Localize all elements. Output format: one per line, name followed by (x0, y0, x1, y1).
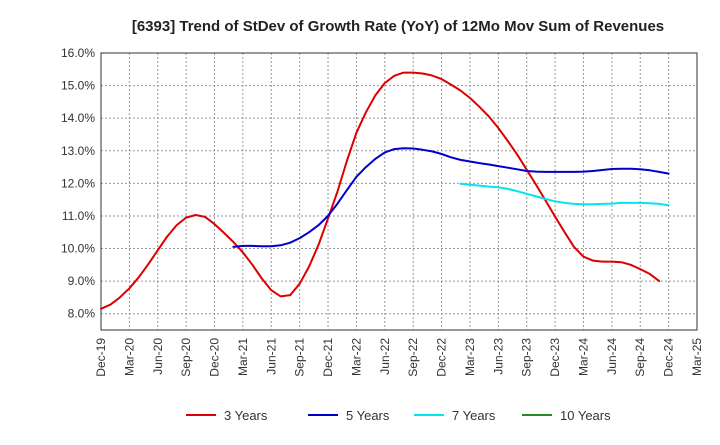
x-tick-label: Jun-24 (605, 338, 619, 375)
x-tick-label: Mar-24 (576, 338, 590, 376)
x-tick-label: Dec-20 (208, 338, 222, 377)
x-tick-label: Sep-20 (179, 338, 193, 377)
x-tick-label: Jun-21 (264, 338, 278, 375)
x-tick-label: Mar-25 (690, 338, 704, 376)
legend-label-5-years: 5 Years (346, 408, 390, 423)
y-tick-label: 16.0% (61, 46, 95, 60)
y-tick-label: 11.0% (62, 209, 95, 223)
x-tick-label: Mar-20 (122, 338, 136, 376)
legend-label-7-years: 7 Years (452, 408, 496, 423)
x-tick-label: Jun-22 (378, 338, 392, 375)
plot-frame (100, 52, 698, 331)
x-tick-label: Sep-24 (633, 338, 647, 377)
axes: 8.0% 9.0% 10.0% 11.0% 12.0% 13.0% 14.0% 15.0% 16… (61, 46, 704, 377)
y-tick-label: 14.0% (61, 111, 95, 125)
x-tick-label: Sep-23 (520, 338, 534, 377)
x-tick-label: Jun-23 (491, 338, 505, 375)
legend-label-3-years: 3 Years (224, 408, 268, 423)
x-tick-label: Mar-21 (236, 338, 250, 376)
series-line-7-years (459, 182, 670, 207)
series-line-5-years (232, 147, 670, 248)
series-line-3-years (100, 71, 661, 310)
y-tick-label: 9.0% (68, 274, 96, 288)
legend: 3 Years 5 Years 7 Years 10 Years (186, 408, 611, 423)
chart-title: [6393] Trend of StDev of Growth Rate (Yo… (132, 18, 664, 35)
x-tick-label: Sep-22 (406, 338, 420, 377)
y-tick-label: 10.0% (61, 242, 95, 256)
x-tick-label: Mar-23 (463, 338, 477, 376)
y-tick-label: 15.0% (61, 79, 95, 93)
legend-label-10-years: 10 Years (560, 408, 611, 423)
y-tick-label: 13.0% (61, 144, 95, 158)
plot-area (101, 53, 697, 330)
series-lines (100, 71, 670, 310)
y-tick-label: 12.0% (61, 176, 95, 190)
x-tick-label: Dec-22 (435, 338, 449, 377)
y-tick-label: 8.0% (68, 307, 96, 321)
x-tick-label: Dec-21 (321, 338, 335, 377)
x-tick-label: Dec-23 (548, 338, 562, 377)
x-tick-label: Dec-24 (662, 338, 676, 377)
x-tick-label: Sep-21 (293, 338, 307, 377)
x-tick-label: Dec-19 (94, 338, 108, 377)
x-tick-label: Mar-22 (349, 338, 363, 376)
x-tick-label: Jun-20 (151, 338, 165, 375)
